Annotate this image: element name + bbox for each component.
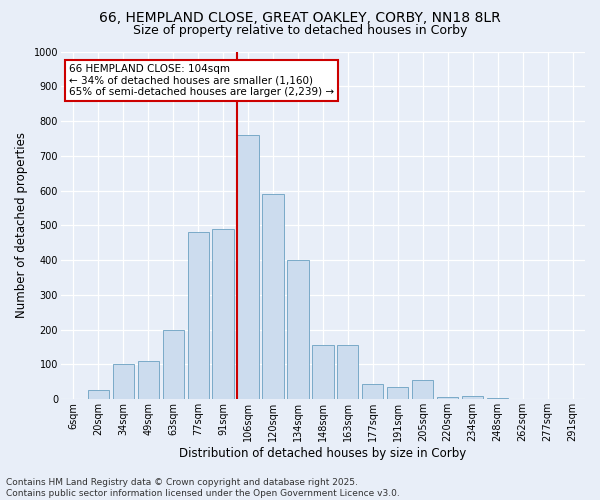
Bar — [262, 194, 284, 399]
Text: Size of property relative to detached houses in Corby: Size of property relative to detached ho… — [133, 24, 467, 37]
Text: 66 HEMPLAND CLOSE: 104sqm
← 34% of detached houses are smaller (1,160)
65% of se: 66 HEMPLAND CLOSE: 104sqm ← 34% of detac… — [68, 64, 334, 97]
Bar — [412, 380, 433, 399]
Bar — [313, 346, 334, 399]
Bar — [287, 260, 308, 399]
Bar — [462, 396, 483, 399]
Bar — [337, 346, 358, 399]
Bar — [362, 384, 383, 399]
Bar — [163, 330, 184, 399]
Bar — [238, 135, 259, 399]
Bar — [188, 232, 209, 399]
Y-axis label: Number of detached properties: Number of detached properties — [15, 132, 28, 318]
Bar — [113, 364, 134, 399]
Text: Contains HM Land Registry data © Crown copyright and database right 2025.
Contai: Contains HM Land Registry data © Crown c… — [6, 478, 400, 498]
Bar — [387, 387, 409, 399]
Bar — [437, 398, 458, 399]
Bar — [88, 390, 109, 399]
Bar — [212, 229, 233, 399]
X-axis label: Distribution of detached houses by size in Corby: Distribution of detached houses by size … — [179, 447, 467, 460]
Text: 66, HEMPLAND CLOSE, GREAT OAKLEY, CORBY, NN18 8LR: 66, HEMPLAND CLOSE, GREAT OAKLEY, CORBY,… — [99, 11, 501, 25]
Bar — [137, 361, 159, 399]
Bar — [487, 398, 508, 399]
